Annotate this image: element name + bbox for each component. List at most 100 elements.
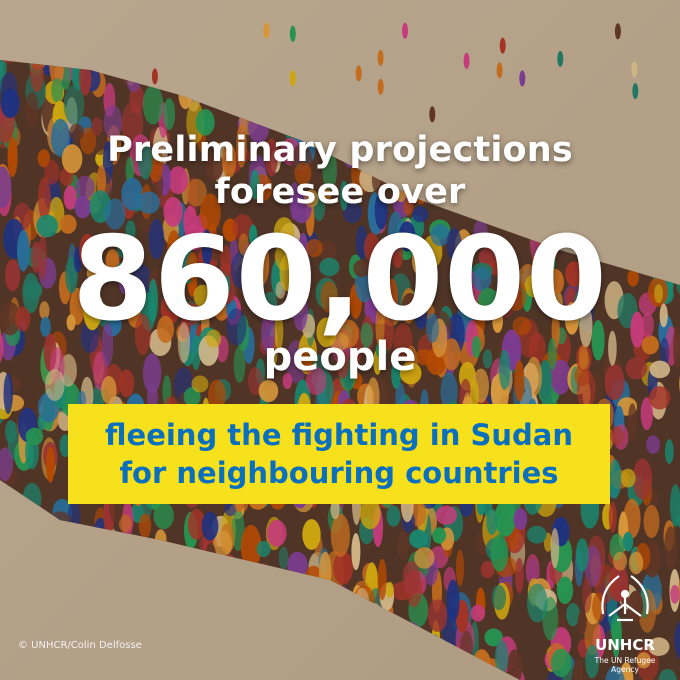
crowd-figure	[403, 198, 414, 216]
crowd-figure	[330, 513, 350, 558]
crowd-figure	[148, 278, 159, 323]
crowd-figure	[168, 263, 182, 299]
crowd-figure	[566, 603, 580, 627]
crowd-figure	[93, 134, 108, 156]
crowd-figure	[477, 288, 499, 313]
person	[499, 37, 506, 54]
crowd-figure	[289, 182, 300, 221]
crowd-figure	[550, 359, 571, 395]
crowd-figure	[322, 149, 338, 191]
crowd-figure	[0, 88, 20, 119]
crowd-figure	[585, 644, 600, 679]
crowd-figure	[649, 386, 671, 410]
crowd-figure	[75, 175, 95, 199]
crowd-figure	[374, 258, 384, 286]
crowd-figure	[265, 138, 278, 177]
crowd-figure	[446, 579, 460, 623]
crowd-figure	[336, 350, 350, 379]
person	[496, 62, 503, 79]
crowd-figure	[186, 178, 207, 207]
crowd-figure	[199, 193, 221, 233]
crowd-figure	[211, 270, 231, 300]
crowd-figure	[59, 434, 71, 458]
crowd-figure	[115, 263, 127, 283]
crowd-figure	[205, 152, 224, 181]
crowd-figure	[131, 264, 152, 300]
crowd-figure	[38, 176, 51, 220]
crowd-figure	[322, 186, 332, 204]
crowd-figure	[195, 109, 215, 136]
crowd-figure	[129, 85, 145, 115]
crowd-figure	[604, 665, 626, 680]
crowd-figure	[183, 387, 201, 407]
crowd-figure	[134, 313, 151, 356]
crowd-figure	[397, 531, 410, 561]
person	[632, 83, 639, 100]
headline-line: foresee over	[214, 172, 466, 212]
crowd-figure	[201, 511, 219, 541]
crowd-figure	[201, 229, 213, 267]
crowd-figure	[333, 551, 354, 585]
crowd-figure	[470, 379, 479, 410]
crowd-figure	[375, 305, 385, 347]
crowd-figure	[654, 284, 663, 304]
crowd-figure	[625, 357, 648, 380]
crowd-figure	[613, 551, 628, 571]
crowd-figure	[0, 331, 4, 364]
crowd-figure	[121, 177, 144, 211]
crowd-figure	[273, 217, 295, 247]
crowd-figure	[74, 195, 92, 219]
crowd-figure	[640, 397, 653, 431]
crowd-figure	[208, 379, 226, 411]
crowd-figure	[236, 123, 247, 168]
crowd-figure	[482, 349, 493, 369]
crowd-figure	[220, 245, 232, 277]
crowd-figure	[391, 360, 401, 389]
crowd-figure	[627, 403, 637, 440]
crowd-figure	[659, 303, 668, 328]
crowd-figure	[0, 166, 12, 208]
crowd-figure	[86, 265, 101, 282]
crowd-figure	[193, 284, 212, 308]
crowd-figure	[177, 322, 190, 364]
crowd-figure	[38, 235, 48, 280]
crowd-figure	[480, 560, 495, 579]
crowd-figure	[187, 508, 206, 540]
crowd-figure	[619, 662, 634, 680]
crowd-figure	[579, 304, 593, 348]
crowd-figure	[492, 308, 503, 333]
crowd-figure	[550, 528, 560, 569]
crowd-figure	[604, 630, 614, 661]
crowd-figure	[30, 60, 44, 93]
crowd-figure	[363, 232, 380, 262]
crowd-figure	[471, 335, 481, 358]
crowd-figure	[486, 508, 498, 535]
crowd-figure	[472, 266, 492, 292]
crowd-figure	[105, 249, 120, 274]
logo-name: UNHCR	[595, 636, 655, 654]
person	[263, 22, 270, 39]
crowd-figure	[498, 349, 511, 390]
crowd-figure	[3, 373, 13, 415]
person	[151, 68, 158, 85]
crowd-figure	[138, 142, 153, 180]
person	[377, 49, 384, 66]
crowd-figure	[528, 332, 546, 363]
crowd-figure	[527, 583, 548, 623]
crowd-figure	[205, 329, 222, 348]
crowd-figure	[491, 584, 507, 611]
crowd-figure	[142, 84, 164, 125]
crowd-figure	[426, 313, 439, 343]
crowd-figure	[261, 311, 276, 354]
crowd-figure	[659, 337, 670, 369]
crowd-figure	[514, 360, 525, 402]
crowd-figure	[15, 306, 31, 332]
crowd-figure	[51, 78, 64, 103]
crowd-figure	[484, 628, 503, 647]
crowd-figure	[50, 118, 71, 157]
crowd-figure	[386, 505, 401, 527]
crowd-figure	[427, 599, 448, 632]
crowd-figure	[119, 369, 135, 398]
crowd-figure	[148, 218, 165, 260]
crowd-figure	[168, 166, 189, 195]
